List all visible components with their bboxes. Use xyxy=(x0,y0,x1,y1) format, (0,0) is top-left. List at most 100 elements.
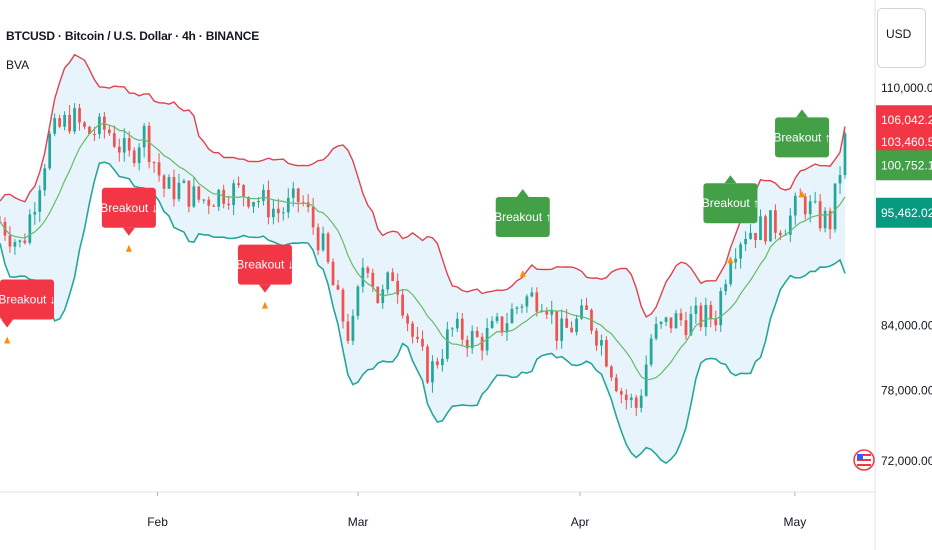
candle-body xyxy=(122,138,126,153)
candle-body xyxy=(441,358,444,366)
candle-body xyxy=(515,307,519,309)
candle-body xyxy=(426,346,429,383)
candle-body xyxy=(257,201,260,203)
candle-body xyxy=(252,202,255,207)
candle-body xyxy=(833,183,837,230)
candle-body xyxy=(411,323,414,337)
candle-body xyxy=(739,244,742,259)
candle-body xyxy=(560,318,564,341)
candle-body xyxy=(480,336,484,351)
price-label-value: 103,460.50 xyxy=(881,135,932,149)
signal-box xyxy=(775,117,830,158)
candle-body xyxy=(649,338,653,365)
candle-body xyxy=(520,306,524,308)
price-axis[interactable]: 110,000.00 84,000.00 78,000.00 72,000.00 xyxy=(881,81,932,468)
candle-body xyxy=(93,133,96,135)
candle-body xyxy=(212,205,216,207)
candle-body xyxy=(237,183,240,185)
candle-body xyxy=(610,366,613,378)
marker-icon xyxy=(4,336,11,344)
breakout-down-signal[interactable]: Breakout ↓ xyxy=(0,279,56,344)
candle-body xyxy=(490,320,494,328)
candle-body xyxy=(580,305,583,319)
marker-icon xyxy=(519,270,526,278)
breakout-up-signal[interactable]: Breakout ↑ xyxy=(702,175,759,264)
candle-body xyxy=(654,324,658,339)
price-label[interactable]: 95,462.02 xyxy=(876,197,932,228)
currency-button[interactable]: USD xyxy=(877,8,926,68)
candle-body xyxy=(78,108,81,123)
candle-body xyxy=(197,186,201,200)
candle-body xyxy=(416,336,419,339)
candle-body xyxy=(142,125,146,148)
currency-label: USD xyxy=(886,27,912,41)
candle-body xyxy=(346,321,350,341)
signal-label: Breakout ↑ xyxy=(702,196,759,210)
lower-band-line xyxy=(0,161,846,465)
price-label-value: 95,462.02 xyxy=(881,206,932,220)
upper-band-line xyxy=(0,53,846,318)
price-tick-label: 110,000.00 xyxy=(881,81,932,95)
candle-body xyxy=(43,168,47,191)
price-tick-label: 72,000.00 xyxy=(881,454,932,468)
candle-body xyxy=(351,315,355,341)
time-tick-label: Apr xyxy=(571,515,590,529)
time-tick-label: Mar xyxy=(348,515,369,529)
candle-body xyxy=(595,330,598,346)
candle-body xyxy=(182,180,186,183)
candle-body xyxy=(38,190,42,212)
flag-icon[interactable] xyxy=(853,449,875,471)
price-label-bg xyxy=(876,197,932,228)
candle-body xyxy=(167,177,171,189)
candle-body xyxy=(436,361,439,366)
marker-icon xyxy=(799,190,806,198)
signal-pointer xyxy=(258,284,271,293)
candle-body xyxy=(103,116,106,130)
candle-body xyxy=(247,197,250,207)
candle-body xyxy=(600,340,603,346)
candle-body xyxy=(48,133,52,169)
candle-body xyxy=(629,397,633,401)
signal-pointer xyxy=(516,189,529,198)
signal-box xyxy=(703,183,758,224)
candle-body xyxy=(371,272,375,287)
candle-body xyxy=(356,286,360,316)
candle-body xyxy=(296,188,300,203)
breakout-up-signal[interactable]: Breakout ↑ xyxy=(773,109,831,198)
symbol-title[interactable]: BTCUSD · Bitcoin / U.S. Dollar · 4h · BI… xyxy=(6,29,260,43)
candle-body xyxy=(614,377,618,392)
marker-icon xyxy=(727,256,734,264)
indicator-label[interactable]: BVA xyxy=(6,58,30,72)
candle-body xyxy=(13,242,17,247)
candle-body xyxy=(455,318,459,329)
candle-body xyxy=(132,150,136,164)
candle-body xyxy=(843,133,847,176)
candle-body xyxy=(147,125,151,163)
candle-body xyxy=(391,272,395,281)
time-axis[interactable]: Feb Mar Apr May xyxy=(147,492,806,529)
breakout-down-signal[interactable]: Breakout ↓ xyxy=(236,244,294,309)
candle-body xyxy=(267,189,270,218)
candle-body xyxy=(460,318,464,340)
breakout-down-signal[interactable]: Breakout ↓ xyxy=(100,187,158,252)
candle-body xyxy=(550,310,554,315)
signal-label: Breakout ↓ xyxy=(100,201,157,215)
candle-body xyxy=(475,330,479,337)
candle-body xyxy=(306,202,310,208)
candle-body xyxy=(465,339,469,349)
candle-body xyxy=(172,177,176,200)
price-label[interactable]: 100,752.11 xyxy=(876,150,932,181)
candle-body xyxy=(152,162,156,164)
candle-body xyxy=(664,317,668,322)
candle-body xyxy=(669,317,673,329)
breakout-up-signal[interactable]: Breakout ↑ xyxy=(494,189,551,278)
candle-body xyxy=(83,122,86,127)
candle-body xyxy=(8,235,12,247)
candle-body xyxy=(33,211,37,215)
candle-body xyxy=(396,280,400,295)
candle-body xyxy=(699,305,703,327)
candle-body xyxy=(719,291,723,326)
signal-box xyxy=(237,244,292,285)
candle-body xyxy=(276,208,280,214)
